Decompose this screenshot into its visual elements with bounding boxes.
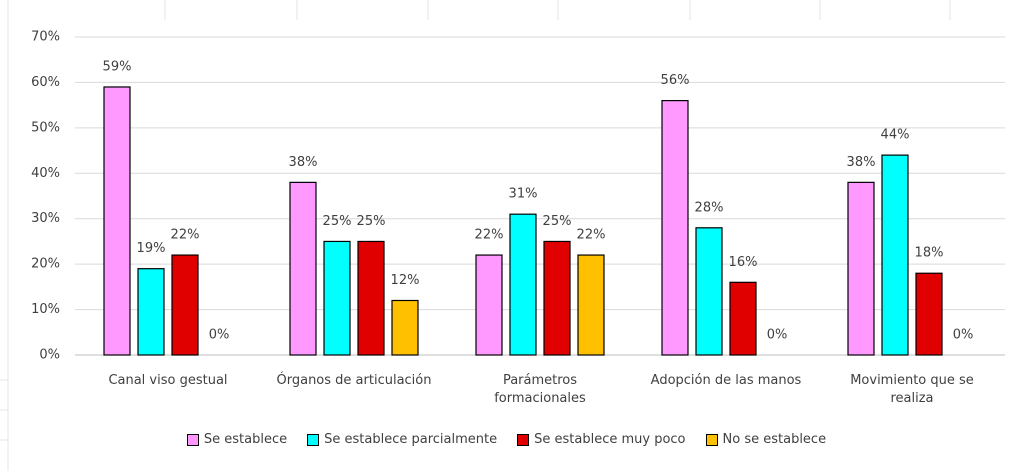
bar [171, 254, 199, 356]
y-tick-label: 0% [39, 348, 60, 363]
legend-item: Se establece muy poco [517, 432, 686, 447]
y-tick-label: 60% [31, 75, 60, 90]
y-tick-label: 40% [31, 166, 60, 181]
data-label: 28% [695, 200, 724, 215]
bar [577, 254, 605, 356]
bar [137, 268, 165, 356]
data-label: 38% [289, 155, 318, 170]
legend-swatch [517, 433, 530, 446]
data-label: 0% [953, 328, 974, 343]
bar [391, 299, 419, 356]
bar [103, 86, 131, 356]
data-label: 18% [915, 246, 944, 261]
y-tick-label: 20% [31, 257, 60, 272]
data-label: 16% [729, 255, 758, 270]
y-tick-label: 50% [31, 120, 60, 135]
legend: Se establece Se establece parcialmente Se … [0, 432, 1013, 447]
data-label: 31% [509, 187, 538, 202]
legend-item: Se establece [186, 432, 288, 447]
data-label: 44% [881, 128, 910, 143]
legend-label: Se establece parcialmente [324, 432, 498, 447]
data-label: 56% [661, 73, 690, 88]
legend-label: Se establece [203, 432, 288, 447]
x-tick-label: Adopción de las manos [650, 373, 802, 388]
bar [915, 272, 943, 356]
data-label: 22% [475, 228, 504, 243]
legend-swatch [705, 433, 718, 446]
data-label: 59% [103, 59, 132, 74]
bar [357, 240, 385, 356]
bar [847, 181, 875, 356]
y-tick-label: 30% [31, 211, 60, 226]
x-tick-label: Parámetros formacionales [494, 373, 586, 406]
x-tick-label: Órganos de articulación [276, 373, 432, 388]
x-tick-label: Movimiento que se realiza [850, 373, 974, 406]
y-tick-label: 10% [31, 302, 60, 317]
bar [289, 181, 317, 356]
bar [881, 154, 909, 356]
legend-swatch [307, 433, 320, 446]
data-label: 25% [323, 214, 352, 229]
data-label: 19% [137, 241, 166, 256]
legend-item: Se establece parcialmente [307, 432, 497, 447]
data-label: 12% [391, 273, 420, 288]
bar [729, 281, 757, 356]
legend-item: No se establece [705, 432, 827, 447]
bar [661, 99, 689, 356]
data-label: 22% [171, 228, 200, 243]
sheet-grid [0, 0, 951, 471]
data-label: 22% [577, 228, 606, 243]
data-label: 25% [357, 214, 386, 229]
y-tick-label: 70% [31, 30, 60, 45]
bar [695, 227, 723, 356]
bar [509, 213, 537, 356]
data-label: 0% [767, 328, 788, 343]
x-tick-label: Canal viso gestual [108, 373, 228, 388]
data-label: 0% [209, 328, 230, 343]
legend-label: No se establece [722, 432, 827, 447]
data-label: 38% [847, 155, 876, 170]
legend-label: Se establece muy poco [534, 432, 686, 447]
legend-swatch [186, 433, 199, 446]
bar [543, 240, 571, 356]
bar [323, 240, 351, 356]
bar [475, 254, 503, 356]
data-label: 25% [543, 214, 572, 229]
